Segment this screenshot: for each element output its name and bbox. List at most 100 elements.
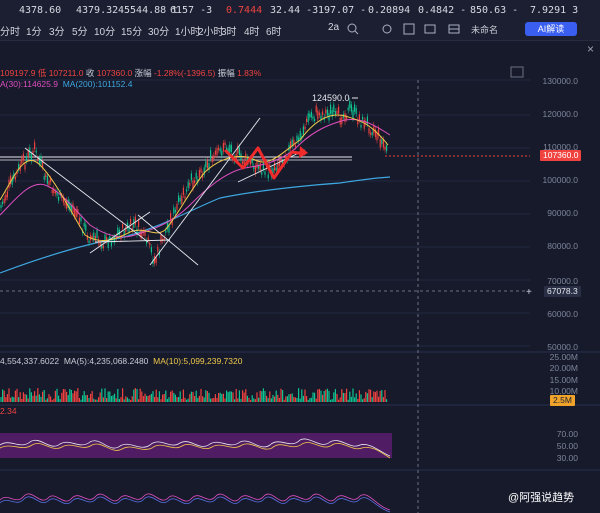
ma-info: A(30):114625.9 MA(200):101152.4	[0, 79, 133, 89]
volume-bar	[187, 398, 189, 402]
candle	[144, 230, 146, 236]
volume-bar	[229, 391, 231, 402]
timeframe-tab[interactable]: 6时	[266, 27, 282, 38]
zigzag-annotation[interactable]	[223, 146, 306, 180]
candle	[243, 160, 245, 165]
candle	[22, 153, 24, 161]
ticker-value[interactable]: 4378.60	[19, 5, 62, 16]
timeframe-tab[interactable]: 3分	[49, 27, 65, 38]
timeframe-tab[interactable]: 1分	[26, 27, 42, 38]
volume-bar	[334, 389, 336, 402]
ticker-value[interactable]: 4379.32	[76, 5, 119, 16]
volume-bar	[8, 388, 10, 402]
timeframe-tab[interactable]: 30分	[148, 27, 170, 38]
candle	[344, 113, 346, 122]
ticker-value[interactable]: 850.63 -	[470, 5, 519, 16]
timeframe-tab[interactable]: 5分	[72, 27, 88, 38]
candle	[182, 187, 184, 195]
volume-bar	[197, 397, 199, 402]
timeframe-tab[interactable]: 15分	[121, 27, 143, 38]
price-chart[interactable]: +	[0, 40, 600, 513]
ticker-value[interactable]: 32.44 -3	[270, 5, 319, 16]
candle	[184, 196, 186, 199]
volume-bar	[278, 397, 280, 402]
volume-bar	[290, 394, 292, 402]
ticker-bar: 4378.60 4379.32 45544.88 t 6157 -3 0.744…	[0, 0, 600, 20]
candle	[93, 232, 95, 241]
timeframe-tab[interactable]: 3时	[221, 27, 237, 38]
volume-bar	[203, 397, 205, 402]
volume-bar	[269, 391, 271, 402]
volume-bar	[136, 389, 138, 402]
volume-bar	[18, 397, 20, 402]
timeframe-tab[interactable]: 1小时	[175, 27, 201, 38]
timeframe-tab[interactable]: 2小时	[198, 27, 224, 38]
volume-bar	[301, 389, 303, 402]
candle	[14, 176, 16, 180]
ticker-value[interactable]: 197.07 -	[318, 5, 367, 16]
candle	[38, 157, 40, 164]
candle	[306, 118, 308, 123]
timeframe-tab[interactable]: 4时	[244, 27, 260, 38]
candle	[35, 150, 37, 153]
layout-icon[interactable]	[447, 22, 461, 36]
ai-analysis-button[interactable]: AI解读	[525, 22, 577, 36]
candle	[194, 180, 196, 184]
volume-bar	[24, 394, 26, 402]
volume-bar	[355, 393, 357, 402]
settings-icon[interactable]	[380, 22, 394, 36]
search-icon[interactable]	[346, 22, 360, 36]
close-icon[interactable]: ×	[586, 42, 594, 56]
compare-icon[interactable]	[423, 22, 437, 36]
candle	[384, 146, 386, 150]
fullscreen-icon[interactable]	[510, 66, 524, 78]
candle	[174, 209, 176, 213]
candle	[189, 183, 191, 186]
volume-bar	[205, 390, 207, 402]
volume-bar	[45, 399, 47, 402]
timeframe-tab[interactable]: 10分	[94, 27, 116, 38]
volume-bar	[107, 391, 109, 402]
volume-bar	[258, 397, 260, 402]
price-axis-label: 60000.0	[547, 309, 578, 319]
volume-bar	[110, 395, 112, 402]
candle	[69, 202, 71, 210]
candle	[125, 226, 127, 232]
volume-bar	[198, 395, 200, 402]
candle	[171, 220, 173, 226]
timeframe-tab[interactable]: 分时	[0, 27, 20, 38]
candle	[290, 141, 292, 149]
ticker-value[interactable]: 45544.88 t	[118, 5, 179, 16]
layout-count[interactable]: 2a	[328, 22, 340, 33]
template-select[interactable]: 未命名	[471, 25, 499, 35]
candle	[214, 150, 216, 155]
candle	[376, 133, 378, 141]
rsi-band	[0, 433, 392, 458]
volume-bar	[386, 399, 388, 402]
save-icon[interactable]	[402, 22, 416, 36]
volume-bar	[202, 396, 204, 402]
candle	[158, 251, 160, 256]
candle	[58, 196, 60, 201]
ticker-value[interactable]: 7.9291 3	[530, 5, 579, 16]
candle	[21, 158, 23, 164]
candle	[304, 126, 306, 130]
ticker-value[interactable]: 0.7444	[226, 5, 263, 16]
volume-bar	[32, 395, 34, 402]
oscillator-line	[0, 493, 391, 511]
candle	[64, 202, 66, 206]
candle	[32, 150, 34, 156]
ticker-value[interactable]: 0.20894	[368, 5, 411, 16]
candle	[67, 199, 69, 208]
volume-bar	[128, 398, 130, 402]
candle	[150, 247, 152, 253]
volume-bar	[85, 395, 87, 402]
volume-bar	[179, 391, 181, 402]
volume-bar	[34, 391, 36, 402]
candle	[227, 148, 229, 154]
ticker-value[interactable]: 0.4842 -	[418, 5, 467, 16]
trendlines[interactable]	[24, 117, 306, 266]
volume-bar	[240, 398, 242, 402]
ticker-value[interactable]: 6157 -3	[170, 5, 213, 16]
volume-bar	[106, 398, 108, 402]
